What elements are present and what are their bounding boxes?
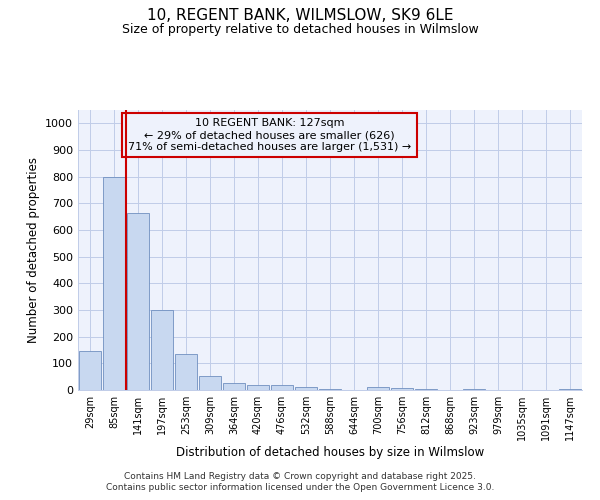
Bar <box>127 214 149 390</box>
Bar <box>295 388 317 390</box>
Bar <box>271 386 293 390</box>
Text: Size of property relative to detached houses in Wilmslow: Size of property relative to detached ho… <box>122 22 478 36</box>
Bar <box>79 352 101 390</box>
Text: Contains HM Land Registry data © Crown copyright and database right 2025.: Contains HM Land Registry data © Crown c… <box>124 472 476 481</box>
Bar <box>415 389 437 390</box>
Text: Contains public sector information licensed under the Open Government Licence 3.: Contains public sector information licen… <box>106 484 494 492</box>
Bar <box>391 388 413 390</box>
Bar <box>175 354 197 390</box>
Bar <box>367 388 389 390</box>
Bar <box>199 376 221 390</box>
Y-axis label: Number of detached properties: Number of detached properties <box>26 157 40 343</box>
Bar <box>463 388 485 390</box>
Text: 10 REGENT BANK: 127sqm
← 29% of detached houses are smaller (626)
71% of semi-de: 10 REGENT BANK: 127sqm ← 29% of detached… <box>128 118 411 152</box>
X-axis label: Distribution of detached houses by size in Wilmslow: Distribution of detached houses by size … <box>176 446 484 459</box>
Bar <box>247 386 269 390</box>
Text: 10, REGENT BANK, WILMSLOW, SK9 6LE: 10, REGENT BANK, WILMSLOW, SK9 6LE <box>147 8 453 22</box>
Bar <box>151 310 173 390</box>
Bar <box>559 389 581 390</box>
Bar <box>223 382 245 390</box>
Bar <box>103 176 125 390</box>
